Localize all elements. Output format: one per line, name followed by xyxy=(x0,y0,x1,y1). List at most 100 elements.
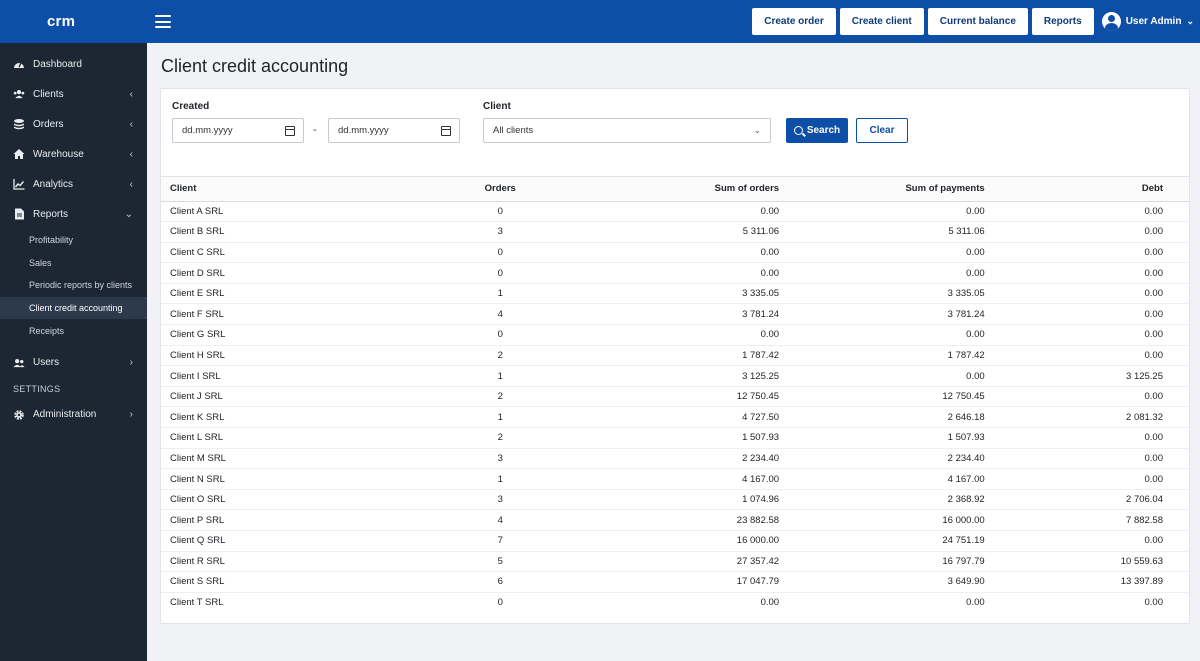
table-row[interactable]: Client F SRL 4 3 781.24 3 781.24 0.00 xyxy=(161,303,1189,326)
credit-table: Client Orders Sum of orders Sum of payme… xyxy=(161,177,1189,613)
reports-button[interactable]: Reports xyxy=(1031,8,1094,35)
column-header-sum-of-payments[interactable]: Sum of payments xyxy=(788,177,994,202)
chevron-down-icon: ⌄ xyxy=(124,208,133,220)
cell-sum-of-payments: 12 750.45 xyxy=(788,386,994,408)
cell-sum-of-payments: 0.00 xyxy=(966,597,985,609)
client-select[interactable]: All clients ⌄ xyxy=(483,118,771,143)
users-icon xyxy=(13,357,25,369)
sidebar-item-clients[interactable]: Clients ‹ xyxy=(0,79,147,109)
hamburger-menu-icon[interactable] xyxy=(155,15,171,28)
cell-orders: 0 xyxy=(497,597,503,609)
reports-submenu: Profitability Sales Periodic reports by … xyxy=(0,229,147,342)
search-button[interactable]: Search xyxy=(786,118,848,143)
date-to-input[interactable]: dd.mm.yyyy xyxy=(328,118,460,143)
sidebar-subitem-periodic-reports[interactable]: Periodic reports by clients xyxy=(29,280,133,291)
calendar-icon[interactable] xyxy=(441,126,451,136)
sidebar-item-label: Reports xyxy=(33,208,69,220)
table-row[interactable]: Client C SRL 0 0.00 0.00 0.00 xyxy=(161,242,1189,264)
cell-debt: 0.00 xyxy=(993,303,1189,326)
table-row[interactable]: Client Q SRL 7 16 000.00 24 751.19 0.00 xyxy=(161,530,1189,552)
cell-sum-of-orders: 5 311.06 xyxy=(582,221,789,243)
cell-sum-of-orders: 2 234.40 xyxy=(582,448,789,470)
cell-debt: 2 081.32 xyxy=(993,406,1189,429)
date-range-separator: - xyxy=(313,124,317,136)
sidebar-item-reports[interactable]: Reports ⌄ xyxy=(0,199,147,229)
cell-sum-of-payments: 0.00 xyxy=(788,262,994,284)
cell-debt: 0.00 xyxy=(993,221,1189,243)
table-row[interactable]: Client G SRL 0 0.00 0.00 0.00 xyxy=(161,324,1189,346)
sidebar-item-analytics[interactable]: Analytics ‹ xyxy=(0,169,147,199)
sidebar-item-orders[interactable]: Orders ‹ xyxy=(0,109,147,139)
column-header-sum-of-orders[interactable]: Sum of orders xyxy=(582,177,789,202)
cell-client: Client Q SRL xyxy=(161,530,418,552)
table-row[interactable]: Client I SRL 1 3 125.25 0.00 3 125.25 xyxy=(161,365,1189,387)
cell-debt: 0.00 xyxy=(993,345,1189,367)
cell-debt: 7 882.58 xyxy=(993,509,1189,531)
sidebar-item-label: Users xyxy=(33,357,60,369)
table-row[interactable]: Client D SRL 0 0.00 0.00 0.00 xyxy=(161,262,1189,284)
sidebar-item-users[interactable]: Users › xyxy=(0,348,147,378)
cell-debt: 0.00 xyxy=(993,242,1189,264)
cell-debt: 0.00 xyxy=(993,386,1189,408)
table-row[interactable]: Client P SRL 4 23 882.58 16 000.00 7 882.58 xyxy=(161,509,1189,531)
brand-logo[interactable]: crm xyxy=(47,13,76,30)
cell-debt: 0.00 xyxy=(993,324,1189,346)
chevron-right-icon: › xyxy=(129,357,133,369)
sidebar-item-dashboard[interactable]: Dashboard xyxy=(0,49,147,79)
cell-client: Client K SRL xyxy=(161,406,418,429)
sidebar-subitem-client-credit-accounting[interactable]: Client credit accounting xyxy=(0,296,147,320)
cell-orders: 0 xyxy=(418,201,583,223)
main-content: Client credit accounting Created dd.mm.y… xyxy=(147,43,1200,661)
client-select-value: All clients xyxy=(493,125,534,136)
user-name: User Admin xyxy=(1125,16,1182,27)
table-row[interactable]: Client M SRL 3 2 234.40 2 234.40 0.00 xyxy=(161,448,1189,470)
cell-debt: 0.00 xyxy=(993,427,1189,449)
table-row[interactable]: Client A SRL 0 0.00 0.00 0.00 xyxy=(161,201,1189,223)
create-order-button[interactable]: Create order xyxy=(752,8,836,35)
table-row[interactable]: Client E SRL 1 3 335.05 3 335.05 0.00 xyxy=(161,283,1189,305)
table-row[interactable]: Client J SRL 2 12 750.45 12 750.45 0.00 xyxy=(161,386,1189,408)
sidebar-item-warehouse[interactable]: Warehouse ‹ xyxy=(0,139,147,169)
sidebar-subitem-sales[interactable]: Sales xyxy=(29,257,52,268)
table-row[interactable]: Client R SRL 5 27 357.42 16 797.79 10 559.63 xyxy=(161,551,1189,573)
clear-button[interactable]: Clear xyxy=(856,118,908,143)
sidebar: Dashboard Clients ‹ Orders ‹ Warehouse ‹… xyxy=(0,43,147,661)
calendar-icon[interactable] xyxy=(285,126,295,136)
date-from-input[interactable]: dd.mm.yyyy xyxy=(172,118,304,143)
cell-sum-of-orders: 4 727.50 xyxy=(582,406,789,429)
cell-orders: 5 xyxy=(418,551,583,573)
cell-client: Client D SRL xyxy=(161,262,418,284)
cell-client: Client O SRL xyxy=(161,489,418,511)
cell-orders: 2 xyxy=(418,345,583,367)
cell-sum-of-orders: 0.00 xyxy=(760,597,780,609)
cell-client: Client P SRL xyxy=(161,509,418,531)
table-row[interactable]: Client H SRL 2 1 787.42 1 787.42 0.00 xyxy=(161,345,1189,367)
sidebar-subitem-profitability[interactable]: Profitability xyxy=(29,235,74,246)
cell-orders: 0 xyxy=(418,242,583,264)
cell-debt: 3 125.25 xyxy=(993,365,1189,387)
column-header-client[interactable]: Client xyxy=(161,177,418,202)
table-row[interactable]: Client S SRL 6 17 047.79 3 649.90 13 397.89 xyxy=(161,571,1189,593)
table-row[interactable]: Client O SRL 3 1 074.96 2 368.92 2 706.04 xyxy=(161,489,1189,511)
column-header-debt[interactable]: Debt xyxy=(993,177,1189,202)
table-row[interactable]: Client B SRL 3 5 311.06 5 311.06 0.00 xyxy=(161,221,1189,243)
table-row[interactable]: Client L SRL 2 1 507.93 1 507.93 0.00 xyxy=(161,427,1189,449)
user-menu[interactable]: User Admin ⌄ xyxy=(1101,12,1194,31)
sidebar-item-administration[interactable]: Administration › xyxy=(0,400,147,430)
table-row[interactable]: Client T SRL 0 0.00 0.00 0.00 xyxy=(161,592,1189,613)
settings-section-header: SETTINGS xyxy=(13,383,61,394)
current-balance-button[interactable]: Current balance xyxy=(927,8,1028,35)
chevron-left-icon: ‹ xyxy=(129,88,133,100)
sidebar-subitem-receipts[interactable]: Receipts xyxy=(29,325,65,336)
cell-sum-of-payments: 16 797.79 xyxy=(788,551,994,573)
sidebar-item-label: Analytics xyxy=(33,178,74,190)
top-navbar: crm Create order Create client Current b… xyxy=(0,0,1200,43)
column-header-orders[interactable]: Orders xyxy=(418,177,583,202)
table-row[interactable]: Client K SRL 1 4 727.50 2 646.18 2 081.32 xyxy=(161,406,1189,429)
table-row[interactable]: Client N SRL 1 4 167.00 4 167.00 0.00 xyxy=(161,468,1189,490)
create-client-button[interactable]: Create client xyxy=(839,8,924,35)
cell-orders: 1 xyxy=(418,283,583,305)
cell-sum-of-orders: 1 507.93 xyxy=(582,427,789,449)
cell-sum-of-orders: 12 750.45 xyxy=(582,386,789,408)
cell-debt: 0.00 xyxy=(993,201,1189,223)
